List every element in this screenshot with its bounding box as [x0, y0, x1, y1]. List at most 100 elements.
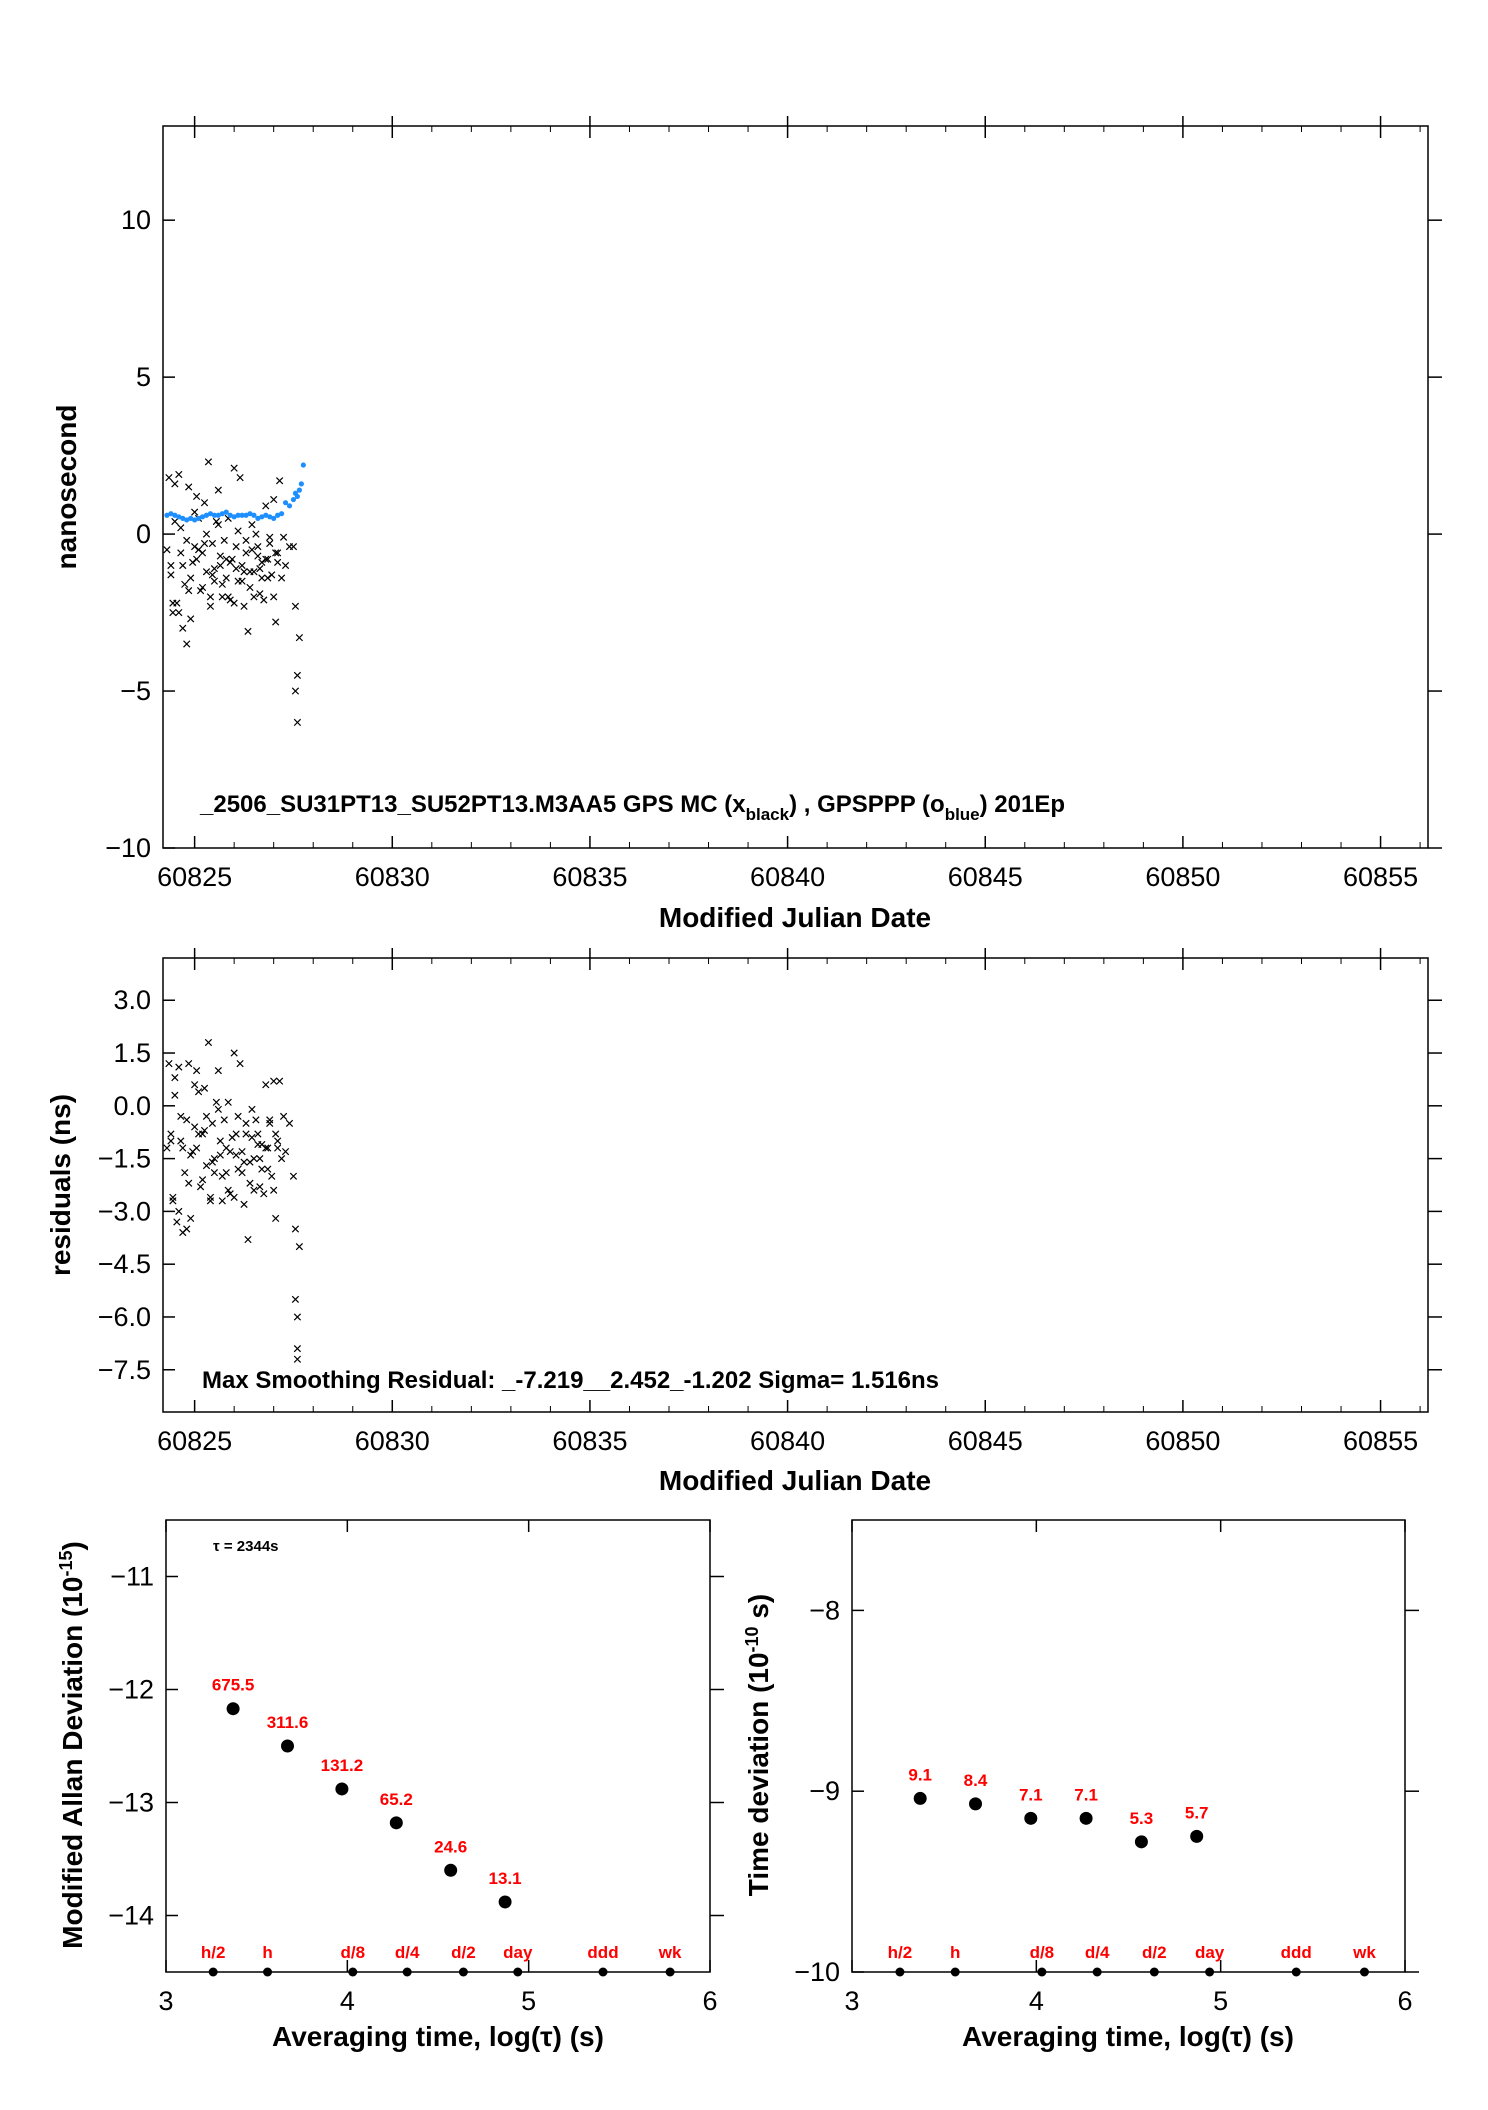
- data-point-x: [200, 1084, 209, 1092]
- period-marker-label: day: [1195, 1943, 1225, 1962]
- data-point-x: [177, 1137, 185, 1145]
- data-point-x: [238, 577, 246, 585]
- data-point-x: [238, 1147, 246, 1156]
- x-tick-label: 5: [1213, 1986, 1228, 2016]
- data-point-x: [228, 555, 236, 563]
- stability-point: [913, 1791, 927, 1805]
- y-tick-label: 1.5: [113, 1038, 151, 1068]
- data-point-x: [293, 671, 302, 679]
- period-marker-label: d/4: [1085, 1943, 1110, 1962]
- data-point-o: [223, 509, 229, 515]
- stability-point: [969, 1797, 983, 1811]
- data-point-x: [242, 1130, 250, 1138]
- data-point-x: [230, 1049, 238, 1057]
- data-point-x: [192, 492, 201, 501]
- x-tick-label: 60845: [948, 862, 1023, 892]
- mdev-tau-note: τ = 2344s: [213, 1538, 279, 1555]
- data-point-x: [173, 1218, 181, 1226]
- y-tick-label: 10: [121, 205, 151, 235]
- data-point-x: [192, 1144, 201, 1152]
- data-point-x: [254, 1140, 262, 1149]
- data-point-x: [275, 1077, 284, 1085]
- residuals-frame: [162, 957, 1429, 1413]
- data-point-x: [274, 1144, 282, 1152]
- stability-point-label: 8.4: [964, 1771, 988, 1790]
- data-point-x: [202, 530, 211, 538]
- x-tick-label: 60840: [750, 862, 825, 892]
- data-point-x: [185, 586, 193, 595]
- data-point-x: [226, 558, 234, 566]
- data-point-x: [208, 1158, 217, 1166]
- data-point-x: [248, 546, 256, 554]
- data-point-o: [298, 481, 304, 487]
- stability-point-label: 65.2: [380, 1790, 413, 1809]
- stability-point-label: 9.1: [908, 1765, 932, 1784]
- data-point-x: [200, 539, 209, 548]
- stability-point: [1079, 1811, 1093, 1825]
- data-point-x: [244, 1235, 252, 1244]
- residuals-y-ticks: 3.0 1.5 0.0 −1.5 −3.0 −4.5 −6.0 −7.5: [98, 985, 1442, 1385]
- y-tick-label: −3.0: [98, 1196, 151, 1226]
- data-point-x: [274, 558, 282, 566]
- data-point-x: [293, 1345, 302, 1353]
- data-point-x: [285, 1119, 294, 1128]
- data-point-x: [181, 1169, 189, 1177]
- stability-point: [389, 1816, 403, 1830]
- data-point-x: [240, 1200, 248, 1208]
- period-marker: [402, 1967, 412, 1977]
- data-point-x: [206, 602, 215, 610]
- data-point-x: [272, 618, 280, 626]
- data-point-x: [163, 1144, 171, 1152]
- data-point-x: [262, 1081, 270, 1089]
- data-point-x: [165, 473, 173, 482]
- data-point-x: [240, 568, 248, 576]
- data-point-o: [164, 512, 170, 518]
- data-point-x: [277, 574, 286, 582]
- data-point-x: [281, 1147, 290, 1156]
- x-tick-label: 60850: [1145, 1426, 1220, 1456]
- mdev-panel: 3 4 5 6 −11 −12 −13 −14 675.5 311.6 131.2 65.2 24.…: [56, 1519, 724, 2052]
- data-point-x: [191, 508, 199, 516]
- data-point-x: [202, 568, 211, 576]
- clock-offset-annotation-sub1: black: [746, 805, 790, 824]
- data-point-x: [210, 564, 219, 573]
- data-point-x: [206, 593, 215, 601]
- data-point-x: [272, 1130, 280, 1138]
- stability-point-label: 7.1: [1074, 1785, 1098, 1804]
- tdev-y-ticks: −8 −9 −10: [794, 1595, 1419, 1987]
- data-point-x: [289, 1172, 298, 1180]
- data-point-x: [187, 615, 195, 623]
- data-point-x: [175, 1207, 183, 1216]
- data-point-x: [169, 1193, 177, 1201]
- data-point-x: [222, 574, 230, 582]
- data-point-x: [248, 1133, 256, 1142]
- data-point-x: [218, 580, 226, 588]
- data-point-x: [171, 1091, 179, 1099]
- mdev-y-title-main: Modified Allan Deviation (10: [57, 1577, 88, 1949]
- tdev-y-title-end: s): [743, 1594, 774, 1627]
- clock-offset-y-ticks: −10 −5 0 5 10: [105, 205, 1442, 863]
- y-tick-label: 0.0: [113, 1091, 151, 1121]
- data-point-x: [194, 1088, 203, 1096]
- y-tick-label: −4.5: [98, 1249, 151, 1279]
- data-point-o: [203, 512, 210, 518]
- data-point-x: [210, 577, 219, 585]
- data-point-x: [238, 1169, 246, 1177]
- data-point-x: [192, 555, 201, 563]
- y-tick-label: 3.0: [113, 985, 151, 1015]
- data-point-x: [252, 1116, 260, 1124]
- period-marker: [950, 1967, 960, 1977]
- y-tick-label: −10: [105, 833, 151, 863]
- data-point-o: [235, 512, 241, 518]
- y-tick-label: −14: [108, 1901, 154, 1931]
- data-point-x: [270, 1077, 278, 1085]
- data-point-x: [230, 464, 238, 472]
- data-point-o: [184, 517, 190, 523]
- clock-offset-annotation: _2506_SU31PT13_SU52PT13.M3AA5 GPS MC (xb…: [199, 791, 1065, 824]
- data-point-x: [179, 624, 187, 632]
- period-marker: [1359, 1967, 1369, 1977]
- data-point-x: [167, 561, 175, 570]
- clock-offset-points: [163, 458, 306, 727]
- data-point-x: [198, 1176, 207, 1184]
- data-point-x: [187, 1214, 195, 1223]
